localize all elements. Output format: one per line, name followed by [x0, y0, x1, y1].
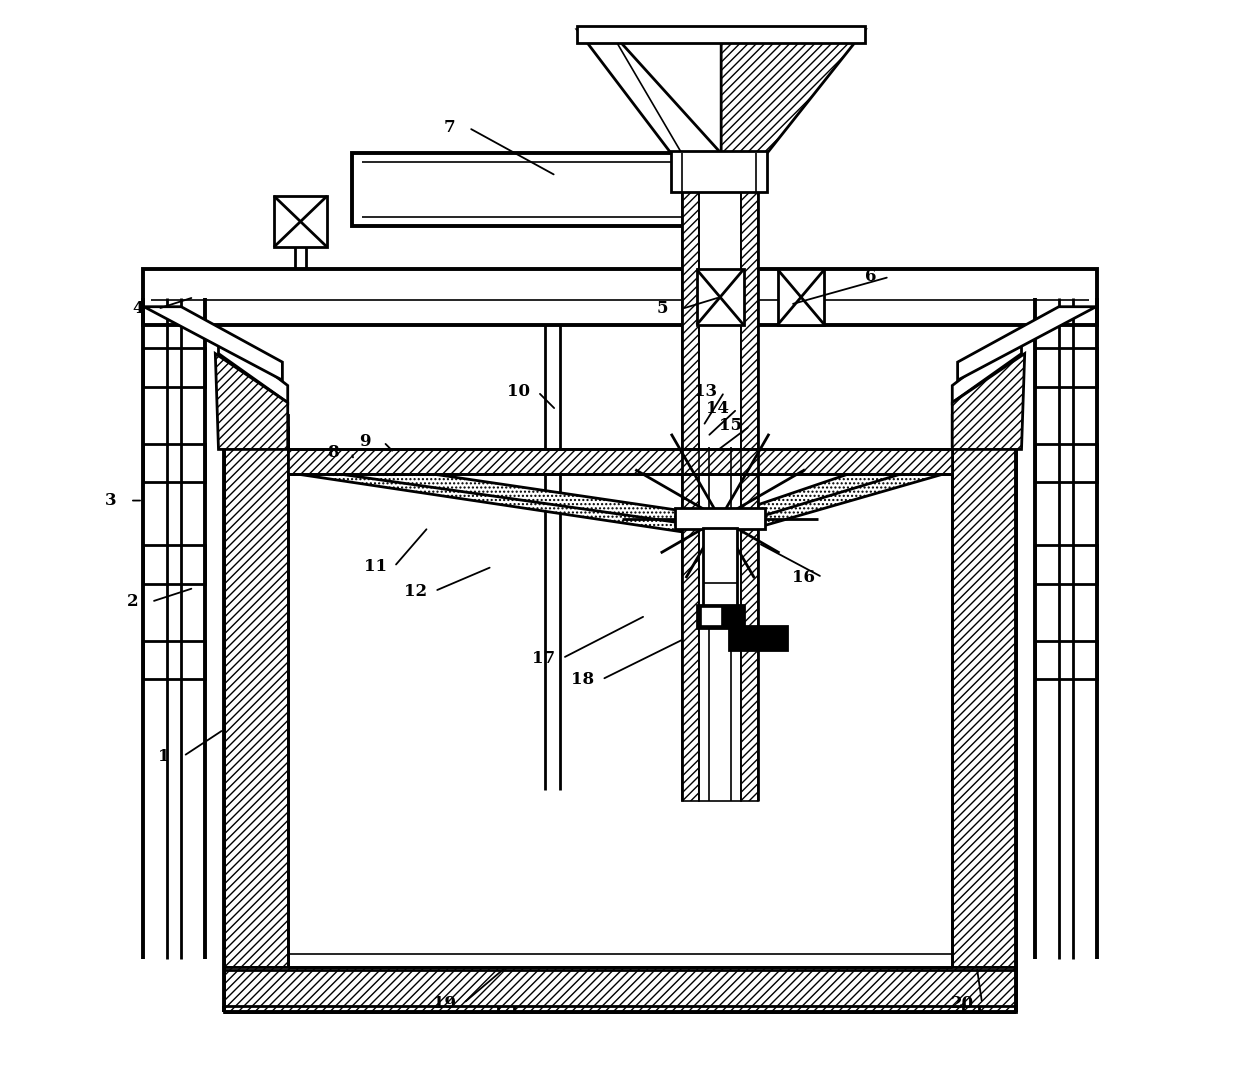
Bar	[777, 269, 825, 325]
Text: 9: 9	[358, 433, 371, 450]
Polygon shape	[957, 307, 1096, 380]
Bar	[143, 545, 205, 584]
Bar	[729, 626, 787, 650]
Polygon shape	[144, 307, 283, 380]
Polygon shape	[223, 415, 288, 445]
Text: 6: 6	[864, 268, 875, 285]
Bar	[676, 508, 765, 529]
Polygon shape	[216, 354, 288, 449]
Text: 15: 15	[719, 417, 743, 435]
Polygon shape	[952, 332, 1022, 403]
Text: 7: 7	[444, 119, 455, 136]
Polygon shape	[578, 30, 722, 153]
Bar	[742, 192, 759, 801]
Bar	[143, 348, 205, 387]
Text: 14: 14	[707, 400, 729, 417]
Polygon shape	[218, 332, 288, 403]
Text: 20: 20	[951, 995, 975, 1012]
Bar	[578, 26, 866, 43]
Text: 8: 8	[326, 444, 339, 461]
Bar	[352, 153, 745, 226]
Polygon shape	[725, 463, 944, 537]
Text: 18: 18	[572, 671, 594, 688]
Bar	[143, 641, 205, 679]
Text: 10: 10	[507, 383, 531, 400]
Bar	[703, 528, 737, 609]
Text: 16: 16	[791, 569, 815, 586]
Bar	[671, 151, 768, 192]
Text: 17: 17	[532, 650, 554, 667]
Polygon shape	[952, 354, 1024, 449]
Polygon shape	[339, 463, 718, 528]
Text: 4: 4	[133, 300, 144, 317]
Polygon shape	[722, 30, 866, 153]
Text: 1: 1	[159, 748, 170, 765]
Bar	[143, 444, 205, 482]
Bar	[952, 415, 1017, 967]
Bar	[1035, 641, 1097, 679]
Bar	[223, 415, 288, 967]
Bar	[274, 196, 327, 247]
Text: 12: 12	[404, 583, 427, 600]
Text: 13: 13	[693, 383, 717, 400]
Polygon shape	[952, 415, 1017, 445]
Bar	[697, 605, 744, 628]
Bar	[143, 269, 1097, 325]
Bar	[701, 607, 722, 626]
Text: 5: 5	[657, 300, 668, 317]
Bar	[682, 192, 699, 801]
Text: 3: 3	[105, 492, 117, 509]
Text: 2: 2	[126, 593, 138, 610]
Bar	[223, 967, 1017, 1012]
Polygon shape	[722, 463, 901, 528]
Bar	[1035, 348, 1097, 387]
Bar	[1035, 545, 1097, 584]
Polygon shape	[296, 463, 714, 537]
Bar	[1035, 444, 1097, 482]
Bar	[223, 970, 1017, 1006]
Text: 19: 19	[433, 995, 456, 1012]
Bar	[699, 192, 742, 801]
Text: 11: 11	[363, 558, 387, 575]
Bar	[288, 449, 952, 474]
Bar	[697, 269, 744, 325]
